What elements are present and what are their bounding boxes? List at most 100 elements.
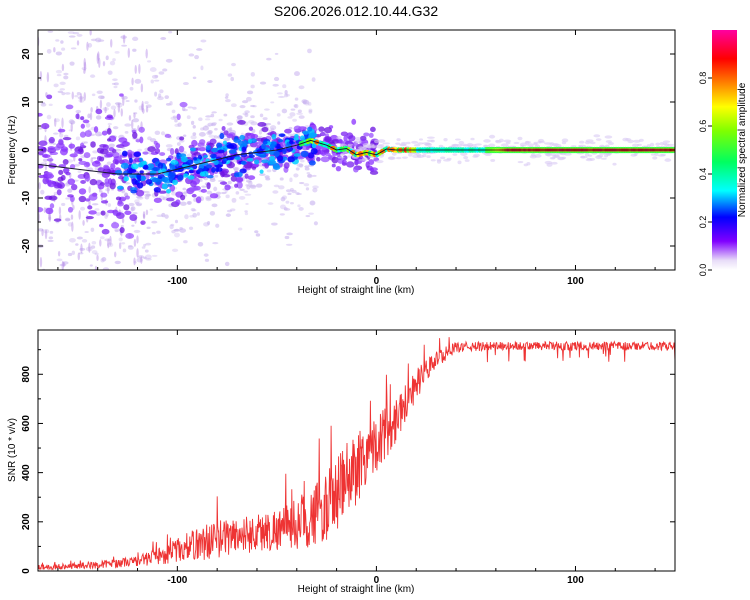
spectrogram-noise-blob [77, 170, 82, 174]
spectrogram-blob [106, 138, 112, 142]
spectrogram-blob [198, 146, 206, 152]
spectrogram-blob [293, 153, 301, 157]
spectrogram-noise-blob [78, 290, 84, 292]
colorbar-tick-label: 0.6 [698, 120, 708, 133]
spectrogram-noise-blob [120, 224, 124, 228]
spectrogram-noise-blob [47, 239, 54, 243]
spectrogram-noise-blob [105, 188, 111, 192]
spectrogram-noise-streak [86, 41, 89, 51]
spectrogram-noise-blob [127, 245, 134, 250]
spectrogram-xtick-label: 0 [374, 276, 380, 287]
spectrogram-blob [193, 157, 198, 161]
spectrogram-noise-blob [110, 369, 115, 373]
spectrogram-noise-blob [198, 117, 203, 122]
spectrogram-blob [155, 142, 161, 149]
spectrogram-noise-blob [68, 349, 72, 352]
spectrogram-noise-blob [45, 273, 51, 276]
spectrogram-noise-blob [234, 168, 238, 172]
spectrogram-halo [405, 141, 411, 145]
spectrogram-blob [78, 188, 87, 195]
snr-ytick-label: 800 [21, 365, 32, 382]
spectrogram-noise-streak [134, 64, 137, 74]
spectrogram-noise-blob [114, 229, 119, 233]
spectrogram-noise-blob [132, 36, 139, 42]
spectrogram-blob [120, 162, 129, 169]
spectrogram-noise-blob [75, 383, 79, 387]
spectrogram-halo [387, 156, 396, 161]
spectrogram-noise-blob [77, 283, 83, 286]
spectrogram-halo [375, 159, 384, 164]
spectrogram-blob [116, 212, 125, 219]
spectrogram-noise-blob [61, 92, 66, 96]
spectrogram-noise-blob [184, 214, 189, 220]
spectrogram-blob [80, 180, 86, 185]
spectrogram-noise-blob [273, 76, 280, 82]
spectrogram-ylabel: Frequency (Hz) [7, 116, 18, 185]
spectrogram-blob [294, 133, 299, 138]
spectrogram-noise-blob [121, 190, 126, 194]
spectrogram-halo [604, 154, 609, 158]
spectrogram-blob [168, 176, 174, 182]
spectrogram-noise-blob [150, 313, 156, 316]
spectrogram-halo [587, 154, 593, 157]
spectrogram-noise-blob [276, 113, 281, 117]
spectrogram-blob [205, 145, 211, 151]
spectrogram-noise-blob [76, 91, 81, 96]
spectrogram-blob [164, 133, 172, 138]
snr-ytick-label: 600 [21, 415, 32, 432]
spectrogram-noise-blob [284, 89, 288, 95]
spectrogram-noise-blob [156, 214, 164, 218]
spectrogram-blob [276, 155, 284, 162]
spectrogram-noise-blob [224, 137, 231, 142]
spectrogram-noise-blob [307, 173, 313, 178]
spectrogram-noise-blob [223, 113, 228, 117]
spectrogram-blob [166, 157, 172, 162]
spectrogram-blob [130, 189, 138, 194]
spectrogram-noise-streak [141, 103, 144, 113]
spectrogram-noise-streak [133, 238, 137, 247]
spectrogram-noise-blob [40, 102, 47, 107]
spectrogram-blob [346, 161, 355, 168]
spectrogram-noise-blob [146, 226, 151, 230]
spectrogram-blob [259, 154, 267, 158]
spectrogram-blob [282, 148, 287, 155]
spectrogram-noise-blob [78, 98, 85, 103]
colorbar-label: Normalized spectral amplitude [737, 82, 748, 217]
spectrogram-noise-blob [241, 100, 249, 104]
spectrogram-noise-blob [133, 313, 140, 318]
spectrogram-noise-blob [57, 90, 64, 94]
spectrogram-noise-blob [190, 120, 195, 125]
spectrogram-noise-blob [106, 161, 112, 166]
spectrogram-noise-blob [135, 195, 142, 199]
spectrogram-noise-blob [281, 195, 288, 200]
spectrogram-noise-blob [196, 212, 200, 216]
spectrogram-noise-blob [248, 119, 255, 124]
spectrogram-blob [206, 175, 214, 179]
spectrogram-noise-blob [281, 108, 288, 114]
spectrogram-blob [88, 193, 98, 201]
spectrogram-noise-blob [138, 105, 143, 111]
spectrogram-noise-blob [90, 245, 96, 249]
spectrogram-noise-blob [289, 177, 293, 183]
spectrogram-noise-blob [308, 110, 313, 114]
spectrogram-noise-blob [168, 30, 173, 34]
spectrogram-blob [93, 126, 99, 133]
spectrogram-ridge-edge [671, 146, 675, 149]
spectrogram-noise-blob [162, 68, 168, 72]
spectrogram-noise-blob [298, 115, 305, 119]
spectrogram-noise-blob [174, 228, 180, 232]
spectrogram-noise-blob [170, 116, 177, 121]
spectrogram-noise-blob [289, 202, 294, 205]
spectrogram-blob [237, 140, 244, 146]
spectrogram-noise-blob [179, 226, 183, 231]
spectrogram-noise-blob [96, 90, 103, 95]
spectrogram-halo [424, 142, 433, 147]
spectrogram-blob [65, 104, 74, 110]
spectrogram-noise-blob [94, 252, 99, 256]
spectrogram-noise-blob [287, 133, 293, 136]
spectrogram-noise-blob [279, 204, 286, 210]
spectrogram-blob [191, 177, 200, 185]
spectrogram-noise-blob [38, 8, 41, 11]
spectrogram-halo [660, 153, 667, 156]
spectrogram-noise-blob [169, 101, 173, 106]
